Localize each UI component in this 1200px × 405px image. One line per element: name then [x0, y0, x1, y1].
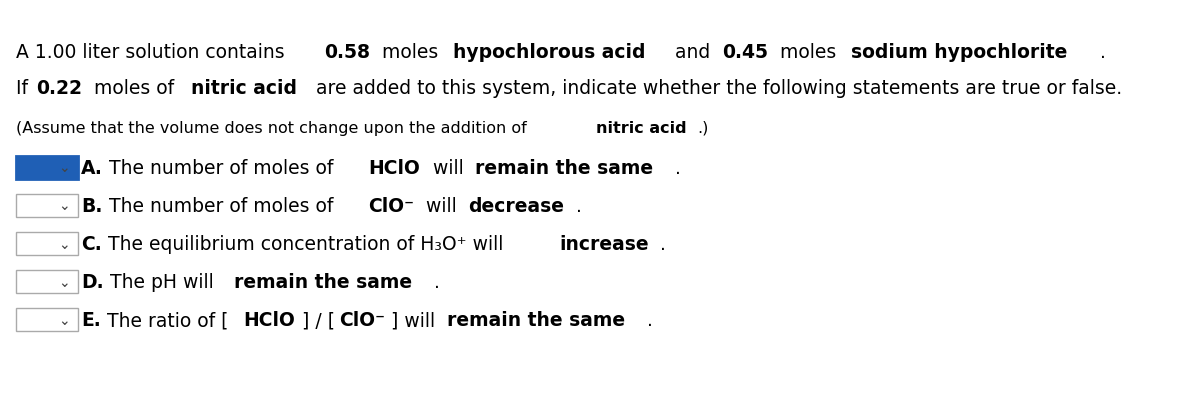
Text: increase: increase: [559, 234, 649, 254]
FancyBboxPatch shape: [16, 233, 78, 255]
Text: are added to this system, indicate whether the following statements are true or : are added to this system, indicate wheth…: [311, 79, 1122, 98]
Text: .): .): [697, 120, 709, 135]
Text: sodium hypochlorite: sodium hypochlorite: [851, 43, 1067, 62]
Text: .: .: [660, 234, 666, 254]
Text: moles: moles: [774, 43, 842, 62]
Text: remain the same: remain the same: [475, 158, 653, 177]
Text: HClO: HClO: [244, 311, 295, 329]
Text: ⌄: ⌄: [59, 199, 70, 213]
Text: decrease: decrease: [468, 196, 564, 215]
FancyBboxPatch shape: [16, 157, 78, 179]
Text: ⌄: ⌄: [59, 237, 70, 251]
Text: E.: E.: [82, 311, 101, 329]
Text: ClO⁻: ClO⁻: [368, 196, 414, 215]
Text: The pH will: The pH will: [110, 273, 220, 292]
Text: will: will: [420, 196, 462, 215]
FancyBboxPatch shape: [16, 271, 78, 293]
Text: .: .: [676, 158, 680, 177]
Text: nitric acid: nitric acid: [191, 79, 298, 98]
Text: .: .: [576, 196, 582, 215]
Text: If: If: [16, 79, 34, 98]
Text: and: and: [670, 43, 716, 62]
Text: ClO⁻: ClO⁻: [338, 311, 385, 329]
Text: C.: C.: [82, 234, 102, 254]
Text: D.: D.: [82, 273, 104, 292]
Text: The equilibrium concentration of H₃O⁺ will: The equilibrium concentration of H₃O⁺ wi…: [108, 234, 510, 254]
Text: ] / [: ] / [: [302, 311, 335, 329]
Text: ] will: ] will: [391, 311, 440, 329]
Text: The number of moles of: The number of moles of: [109, 196, 340, 215]
Text: 0.45: 0.45: [722, 43, 768, 62]
Text: B.: B.: [82, 196, 103, 215]
Text: moles of: moles of: [88, 79, 180, 98]
Text: .: .: [647, 311, 653, 329]
Text: remain the same: remain the same: [234, 273, 412, 292]
Text: ⌄: ⌄: [59, 313, 70, 327]
Text: ⌄: ⌄: [59, 161, 70, 175]
FancyBboxPatch shape: [16, 309, 78, 331]
Text: A.: A.: [82, 158, 103, 177]
Text: ⌄: ⌄: [59, 275, 70, 289]
Text: remain the same: remain the same: [448, 311, 625, 329]
Text: The number of moles of: The number of moles of: [109, 158, 340, 177]
FancyBboxPatch shape: [16, 195, 78, 217]
Text: 0.22: 0.22: [36, 79, 82, 98]
Text: hypochlorous acid: hypochlorous acid: [452, 43, 646, 62]
Text: will: will: [427, 158, 469, 177]
Text: HClO: HClO: [368, 158, 420, 177]
Text: 0.58: 0.58: [324, 43, 371, 62]
Text: moles: moles: [376, 43, 444, 62]
Text: .: .: [434, 273, 440, 292]
Text: A 1.00 liter solution contains: A 1.00 liter solution contains: [16, 43, 290, 62]
Text: .: .: [1094, 43, 1106, 62]
Text: nitric acid: nitric acid: [595, 120, 686, 135]
Text: (Assume that the volume does not change upon the addition of: (Assume that the volume does not change …: [16, 120, 532, 135]
Text: The ratio of [: The ratio of [: [107, 311, 228, 329]
